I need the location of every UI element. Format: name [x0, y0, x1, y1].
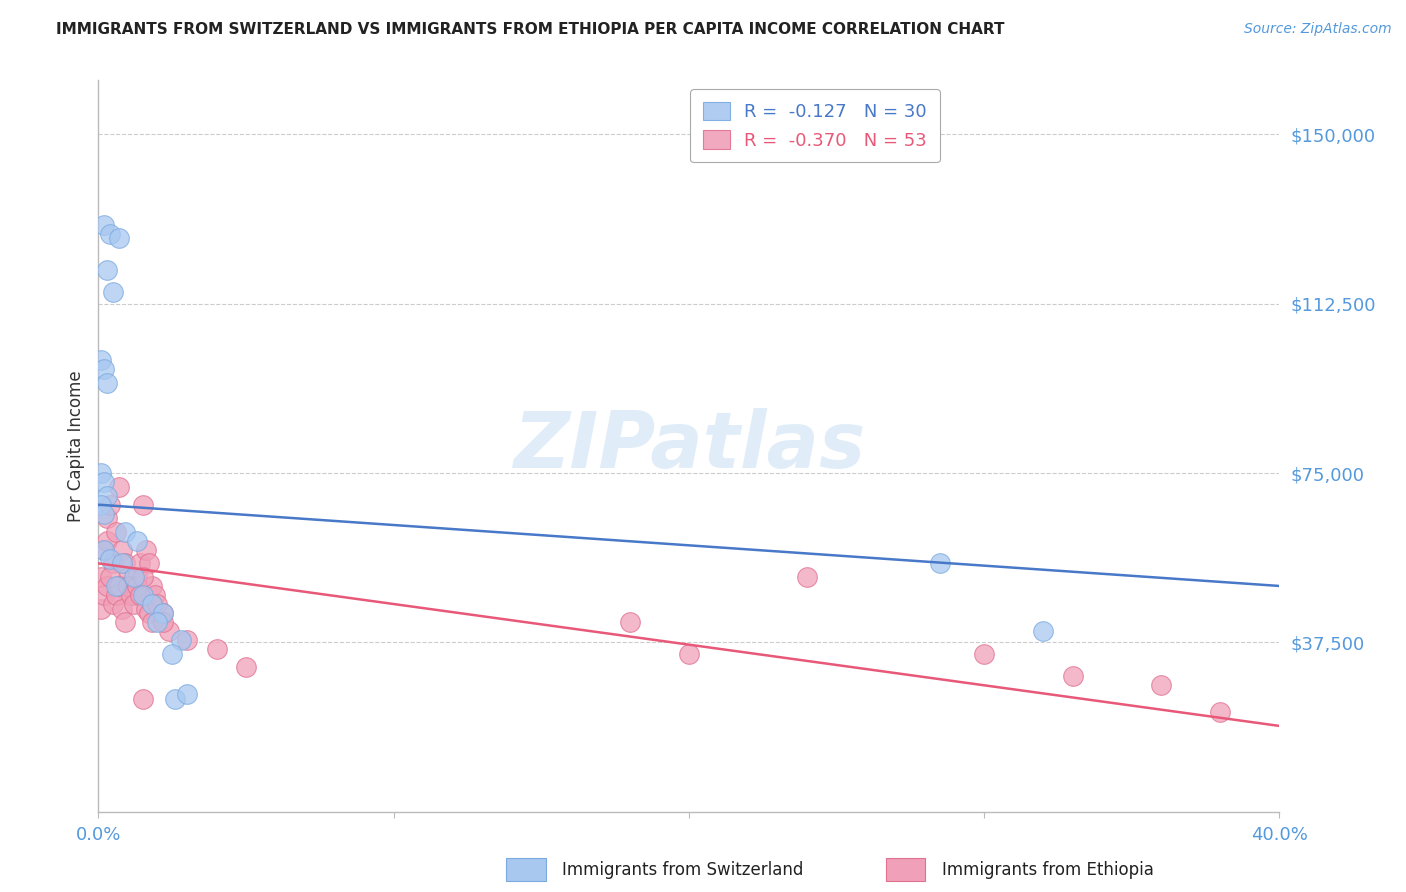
Point [103, 557, 125, 571]
Point [120, 588, 142, 602]
Point [125, 579, 148, 593]
Point [96, 511, 118, 525]
Point [132, 498, 155, 512]
Text: ZIPatlas: ZIPatlas [513, 408, 865, 484]
Point [1062, 669, 1084, 683]
Point [176, 687, 198, 701]
Point [108, 579, 131, 593]
Point [93, 507, 115, 521]
Point [135, 542, 157, 557]
Point [138, 606, 160, 620]
Point [93, 542, 115, 557]
Point [141, 579, 163, 593]
Point [114, 557, 136, 571]
Point [1150, 678, 1173, 692]
Point [105, 524, 128, 539]
Point [98, 552, 121, 566]
Point [146, 615, 169, 629]
Point [152, 615, 174, 629]
Point [103, 597, 125, 611]
Point [108, 480, 131, 494]
Point [146, 597, 169, 611]
Point [90, 601, 112, 615]
Point [125, 570, 148, 584]
Point [125, 533, 148, 548]
Point [90, 353, 112, 368]
Point [678, 647, 700, 661]
Point [132, 588, 155, 602]
Point [973, 647, 995, 661]
Point [93, 588, 115, 602]
Point [205, 642, 228, 657]
Point [117, 570, 139, 584]
Point [93, 362, 115, 376]
Text: IMMIGRANTS FROM SWITZERLAND VS IMMIGRANTS FROM ETHIOPIA PER CAPITA INCOME CORREL: IMMIGRANTS FROM SWITZERLAND VS IMMIGRANT… [56, 22, 1005, 37]
Point [796, 570, 818, 584]
Point [1209, 706, 1232, 720]
Point [96, 579, 118, 593]
Point [90, 570, 112, 584]
Point [619, 615, 641, 629]
Point [143, 588, 166, 602]
Point [90, 498, 112, 512]
Point [122, 588, 145, 602]
Point [141, 615, 163, 629]
Point [96, 263, 118, 277]
Point [114, 615, 136, 629]
Text: Immigrants from Ethiopia: Immigrants from Ethiopia [942, 861, 1154, 879]
Point [96, 376, 118, 390]
Point [128, 588, 150, 602]
Point [98, 570, 121, 584]
Point [111, 557, 134, 571]
Point [90, 466, 112, 480]
Point [93, 475, 115, 489]
Point [135, 601, 157, 615]
Point [122, 570, 145, 584]
Point [105, 588, 128, 602]
Point [235, 660, 257, 674]
Point [111, 601, 134, 615]
Point [165, 691, 187, 706]
Point [108, 231, 131, 245]
Point [117, 579, 139, 593]
Y-axis label: Per Capita Income: Per Capita Income [66, 370, 84, 522]
Point [114, 524, 136, 539]
Point [103, 285, 125, 300]
Point [96, 489, 118, 503]
Point [162, 647, 183, 661]
Point [132, 691, 155, 706]
Point [141, 597, 163, 611]
Point [1032, 624, 1054, 639]
Point [93, 218, 115, 232]
Point [98, 227, 121, 241]
Point [928, 557, 950, 571]
Point [157, 624, 180, 639]
Point [128, 557, 150, 571]
Point [176, 633, 198, 648]
Legend: R =  -0.127   N = 30, R =  -0.370   N = 53: R = -0.127 N = 30, R = -0.370 N = 53 [690, 89, 939, 162]
Point [152, 606, 174, 620]
Point [111, 542, 134, 557]
Point [170, 633, 193, 648]
Point [122, 597, 145, 611]
Point [96, 533, 118, 548]
Text: Immigrants from Switzerland: Immigrants from Switzerland [562, 861, 804, 879]
Text: Source: ZipAtlas.com: Source: ZipAtlas.com [1244, 22, 1392, 37]
Point [105, 579, 128, 593]
Point [152, 606, 174, 620]
Point [132, 570, 155, 584]
Point [138, 557, 160, 571]
Point [120, 579, 142, 593]
Point [93, 542, 115, 557]
Point [98, 498, 121, 512]
